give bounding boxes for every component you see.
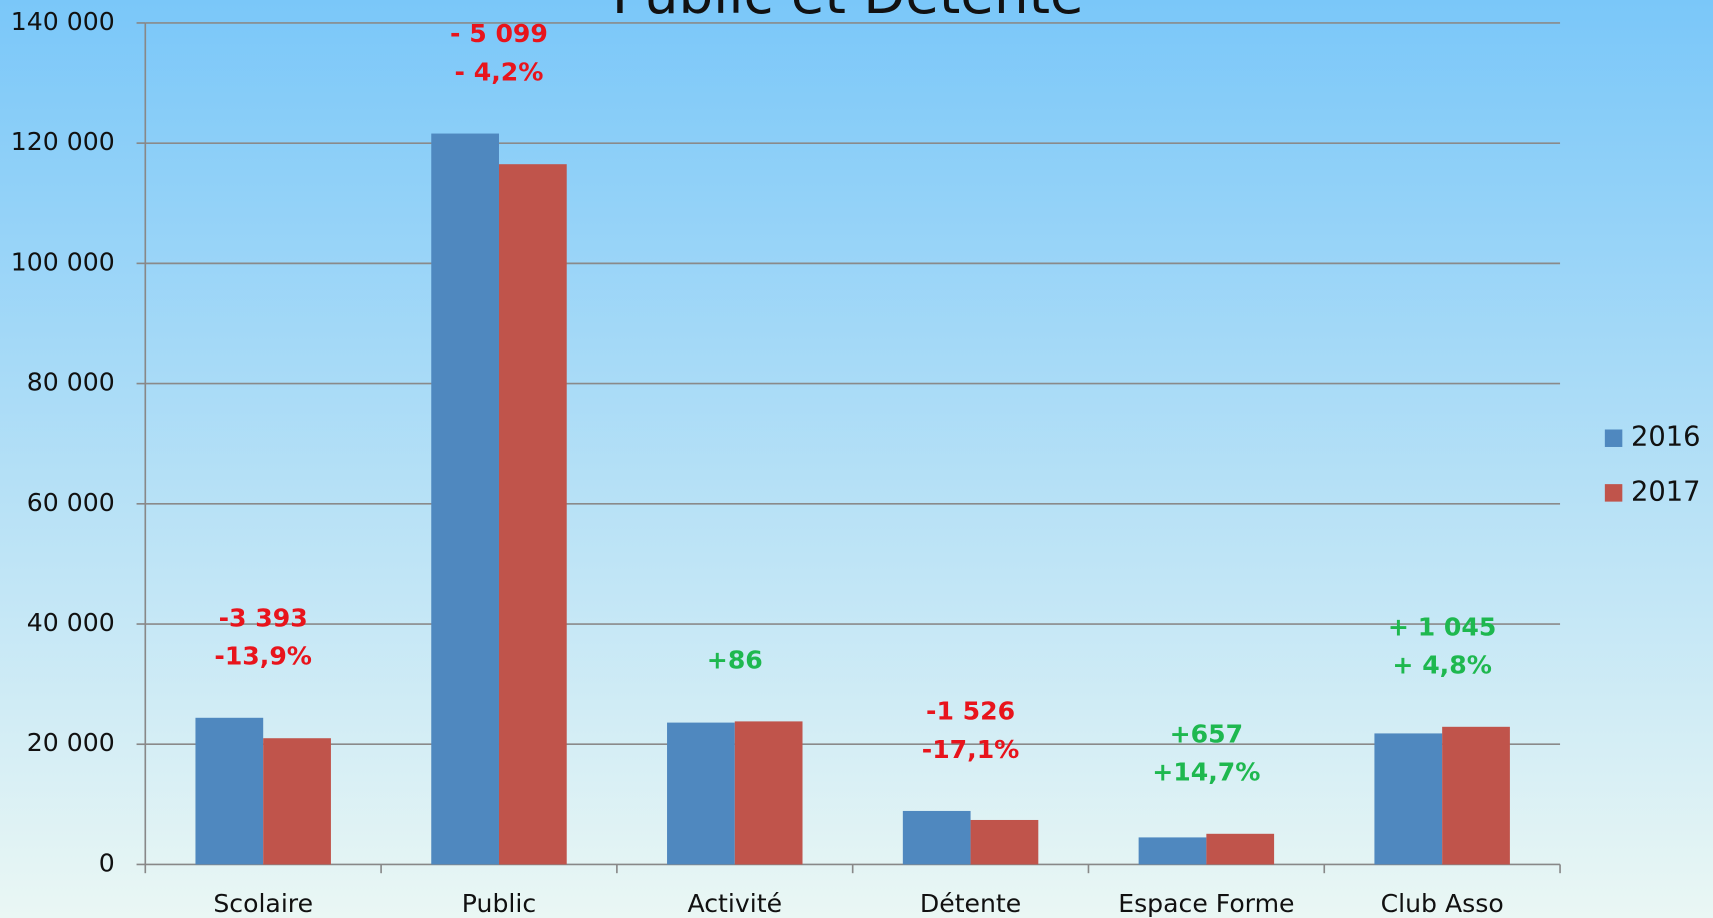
annotation: -3 393: [219, 603, 308, 632]
annotation: +14,7%: [1152, 758, 1260, 787]
bar: [1374, 733, 1443, 865]
annotation: -13,9%: [214, 642, 312, 671]
bar: [1442, 726, 1510, 865]
bar: [734, 721, 803, 865]
y-tick-label: 40 000: [27, 608, 115, 637]
bar: [263, 738, 331, 865]
bar: [431, 133, 499, 865]
annotation: + 1 045: [1388, 612, 1496, 641]
legend-swatch: [1604, 429, 1623, 447]
y-tick-label: 20 000: [27, 728, 115, 757]
bar: [195, 717, 264, 865]
bar: [498, 164, 567, 865]
x-tick-label: Public: [462, 889, 536, 918]
chart-title: Public et Détente: [612, 0, 1084, 26]
y-tick-label: 120 000: [11, 127, 115, 156]
bar: [1138, 837, 1207, 865]
x-tick-label: Scolaire: [213, 889, 313, 918]
bar: [970, 819, 1039, 865]
annotation: - 5 099: [450, 19, 548, 48]
bar: [902, 810, 971, 865]
y-tick-label: 0: [99, 848, 115, 877]
annotation: -1 526: [926, 697, 1015, 726]
y-tick-label: 80 000: [27, 368, 115, 397]
x-tick-label: Détente: [920, 889, 1021, 918]
annotation: +657: [1170, 719, 1243, 748]
y-tick-label: 60 000: [27, 488, 115, 517]
annotation: - 4,2%: [455, 57, 544, 86]
annotation: + 4,8%: [1392, 651, 1491, 680]
legend-swatch: [1604, 484, 1623, 502]
y-tick-label: 140 000: [11, 7, 115, 36]
bar: [667, 722, 735, 865]
x-tick-label: Club Asso: [1381, 889, 1504, 918]
bar: [1206, 833, 1275, 865]
legend-label: 2016: [1631, 422, 1700, 453]
annotation: -17,1%: [922, 735, 1020, 764]
x-tick-label: Activité: [688, 889, 783, 918]
y-tick-label: 100 000: [11, 247, 115, 276]
x-tick-label: Espace Forme: [1118, 889, 1294, 918]
annotation: +86: [707, 645, 763, 674]
legend-label: 2017: [1631, 476, 1700, 507]
